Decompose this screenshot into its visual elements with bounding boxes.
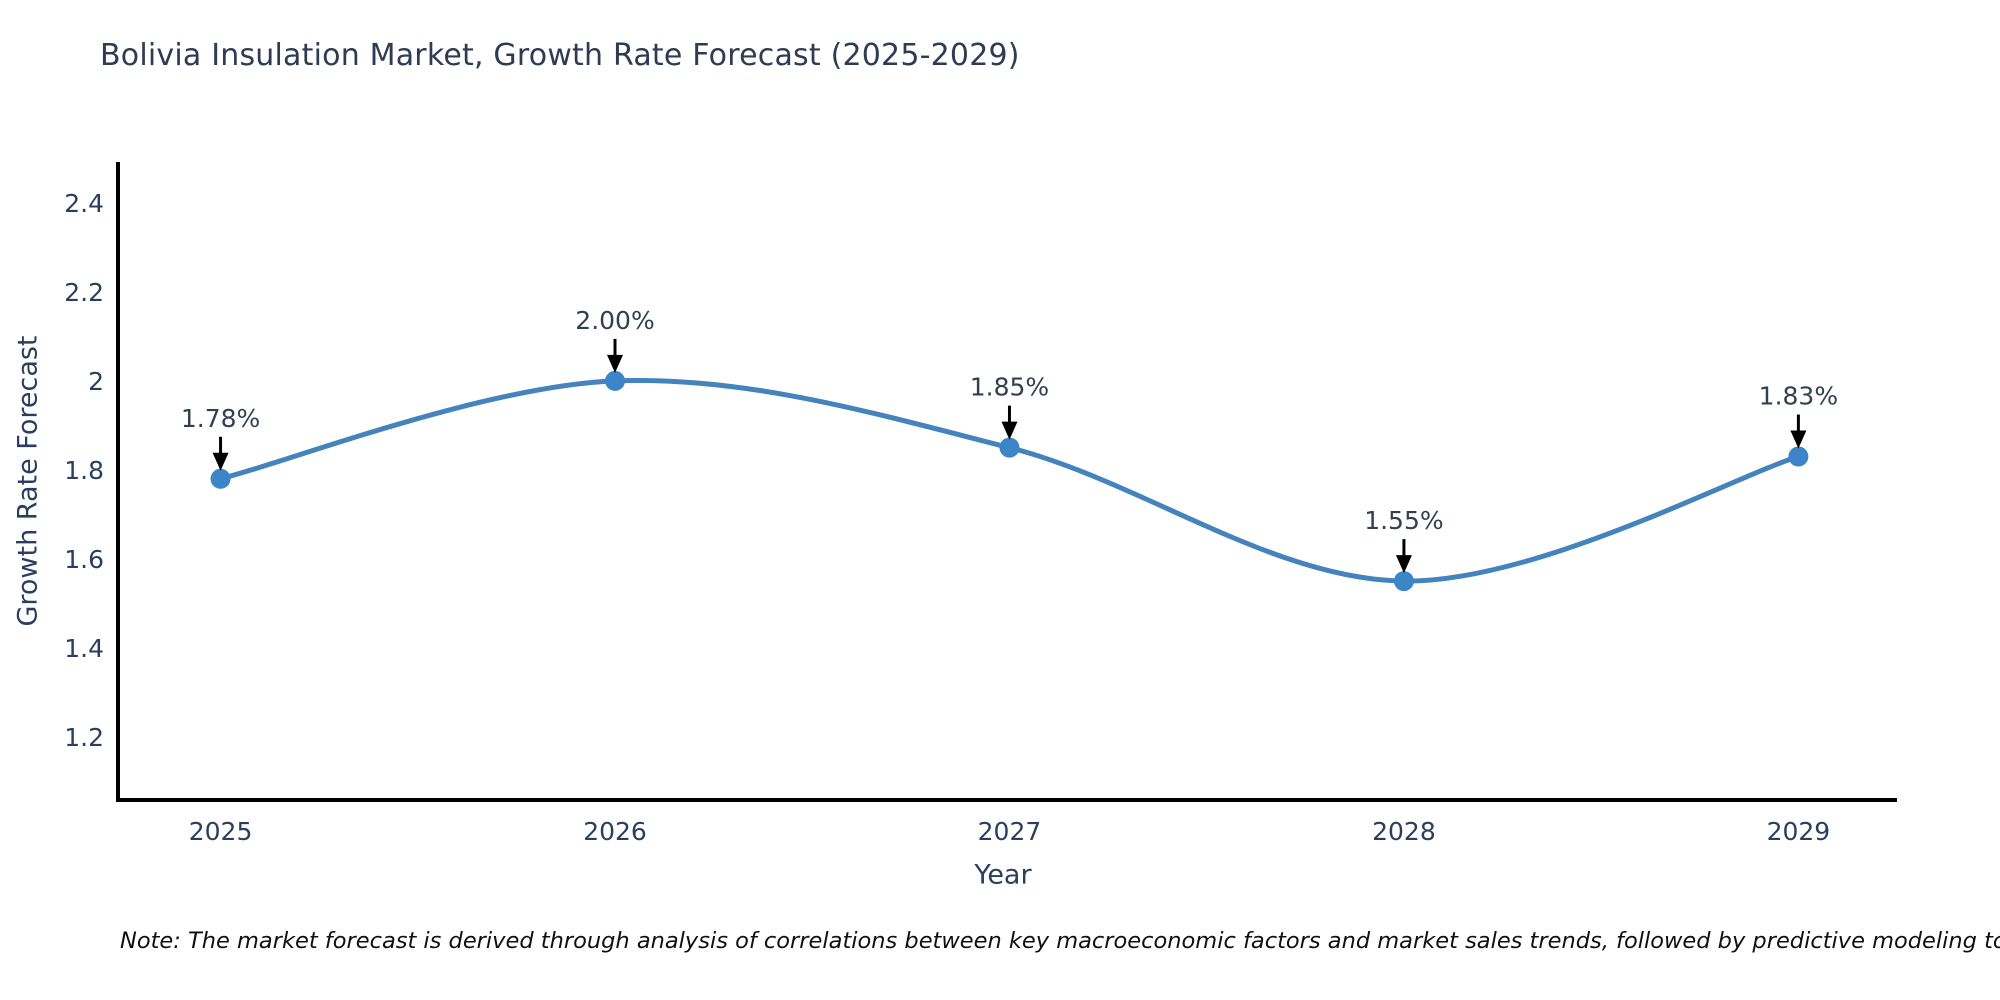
x-tick-label: 2027 (978, 817, 1042, 846)
data-point-label: 1.78% (181, 404, 260, 433)
data-point-label: 1.83% (1759, 382, 1838, 411)
footnote-text: Note: The market forecast is derived thr… (120, 928, 2000, 954)
data-point-marker (605, 370, 626, 391)
x-tick-label: 2025 (189, 817, 253, 846)
y-tick-label: 2.4 (64, 189, 104, 218)
data-point-label: 1.55% (1364, 506, 1443, 535)
data-point-label: 2.00% (575, 306, 654, 335)
x-tick-label: 2028 (1372, 817, 1436, 846)
data-point-marker (999, 437, 1020, 458)
data-point-marker (1393, 571, 1414, 592)
data-point-marker (210, 468, 231, 489)
x-axis-title: Year (974, 859, 1032, 891)
data-point-label: 1.85% (970, 373, 1049, 402)
x-tick-label: 2026 (583, 817, 647, 846)
y-tick-label: 1.2 (64, 723, 104, 752)
annotation-arrowhead (212, 452, 229, 471)
y-tick-label: 1.6 (64, 545, 104, 574)
chart-title: Bolivia Insulation Market, Growth Rate F… (100, 38, 1020, 73)
y-tick-label: 2.2 (64, 278, 104, 307)
y-tick-label: 2 (88, 367, 104, 396)
annotation-arrowhead (607, 354, 624, 373)
x-tick-label: 2029 (1767, 817, 1831, 846)
annotation-arrowhead (1790, 430, 1807, 449)
y-tick-label: 1.8 (64, 456, 104, 485)
annotation-arrowhead (1395, 555, 1412, 574)
y-tick-label: 1.4 (64, 634, 104, 663)
annotation-arrowhead (1001, 421, 1018, 440)
data-point-marker (1788, 446, 1809, 467)
